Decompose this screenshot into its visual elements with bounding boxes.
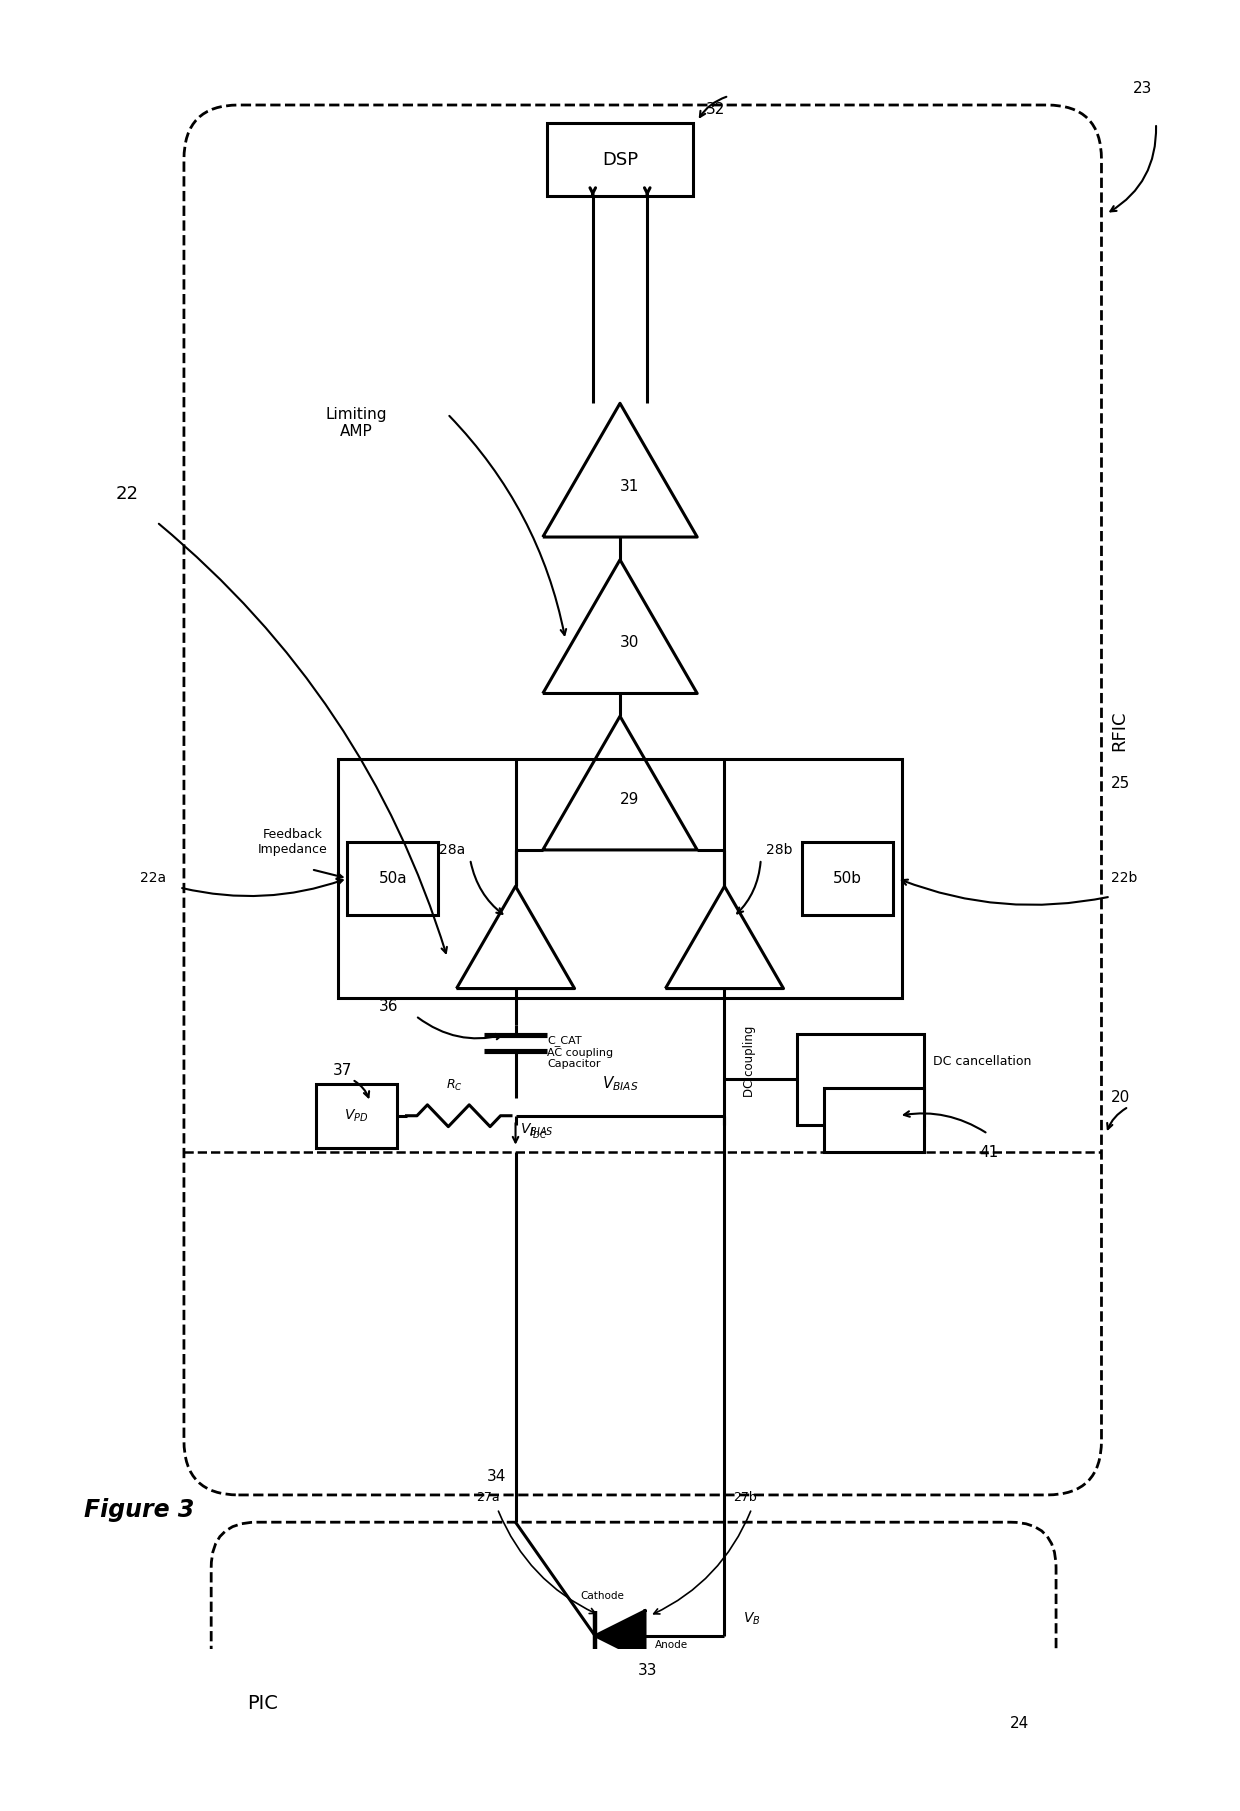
Text: 50b: 50b xyxy=(832,871,862,886)
Text: 20: 20 xyxy=(1111,1090,1130,1105)
Bar xyxy=(339,759,901,998)
Text: Figure 3: Figure 3 xyxy=(84,1498,195,1523)
Text: PIC: PIC xyxy=(248,1693,279,1713)
Text: $V_B$: $V_B$ xyxy=(743,1610,760,1626)
Text: 27a: 27a xyxy=(476,1490,500,1503)
Text: 34: 34 xyxy=(487,1469,506,1485)
Text: 25: 25 xyxy=(1111,775,1130,791)
Text: DSP: DSP xyxy=(601,150,639,168)
Text: 31: 31 xyxy=(620,478,639,494)
Text: $V_{PD}$: $V_{PD}$ xyxy=(345,1108,368,1125)
Text: DC cancellation: DC cancellation xyxy=(934,1054,1032,1068)
Text: 24: 24 xyxy=(1009,1717,1029,1731)
Text: RFIC: RFIC xyxy=(1111,710,1128,752)
Text: 30: 30 xyxy=(620,636,639,650)
Text: DC coupling: DC coupling xyxy=(743,1025,755,1097)
Bar xyxy=(547,123,693,196)
Bar xyxy=(316,1085,398,1148)
Text: $V_{BIAS}$: $V_{BIAS}$ xyxy=(601,1074,639,1094)
Text: 22a: 22a xyxy=(140,871,166,886)
Bar xyxy=(825,1088,924,1152)
Text: 37: 37 xyxy=(334,1063,352,1078)
Text: $R_C$: $R_C$ xyxy=(446,1078,463,1094)
Bar xyxy=(347,842,438,915)
Text: C_CAT
AC coupling
Capacitor: C_CAT AC coupling Capacitor xyxy=(547,1036,614,1068)
Text: $I_{DC}$: $I_{DC}$ xyxy=(529,1126,548,1141)
Text: 23: 23 xyxy=(1133,81,1153,96)
Polygon shape xyxy=(595,1610,645,1661)
Text: 32: 32 xyxy=(707,101,725,118)
Bar xyxy=(797,1034,924,1125)
Text: 36: 36 xyxy=(378,1000,398,1014)
Text: Anode: Anode xyxy=(655,1639,688,1650)
Text: $V_{BIAS}$: $V_{BIAS}$ xyxy=(520,1123,553,1139)
Text: 22: 22 xyxy=(115,485,139,503)
Text: 28b: 28b xyxy=(766,842,792,857)
Text: 50a: 50a xyxy=(378,871,407,886)
Text: 28a: 28a xyxy=(439,842,465,857)
Text: 22b: 22b xyxy=(1111,871,1137,886)
Text: 33: 33 xyxy=(639,1662,657,1679)
Text: Limiting
AMP: Limiting AMP xyxy=(326,407,387,438)
Text: 27b: 27b xyxy=(734,1490,758,1503)
Bar xyxy=(802,842,893,915)
Text: Cathode: Cathode xyxy=(580,1590,624,1601)
Text: 29: 29 xyxy=(620,791,639,806)
Text: 41: 41 xyxy=(978,1145,998,1159)
Text: Feedback
Impedance: Feedback Impedance xyxy=(258,828,327,857)
